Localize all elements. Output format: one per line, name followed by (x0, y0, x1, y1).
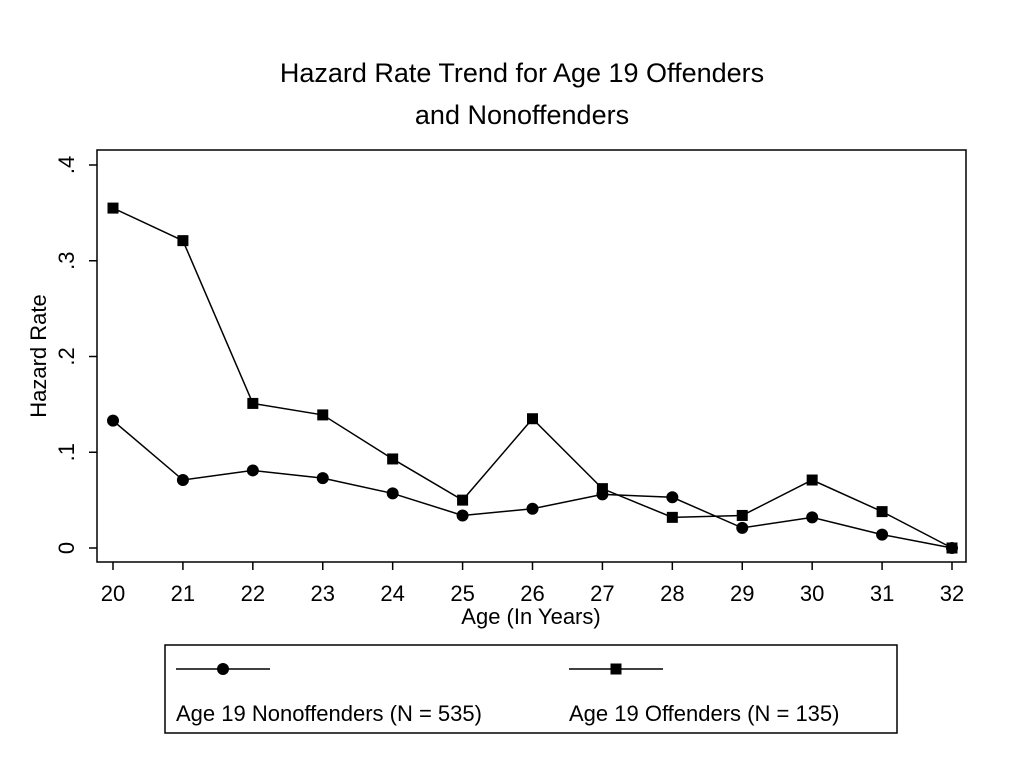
series-nonoffenders (107, 414, 958, 554)
plot-area-frame (96, 149, 967, 563)
x-tick-label: 24 (380, 581, 404, 606)
data-point-square (527, 413, 538, 425)
x-tick-label: 23 (311, 581, 335, 606)
legend-key-circle (217, 663, 229, 675)
legend-label-nonoffenders: Age 19 Nonoffenders (N = 535) (176, 701, 482, 726)
x-tick-label: 27 (590, 581, 614, 606)
y-tick-label: .3 (54, 252, 79, 270)
data-point-square (317, 409, 329, 421)
legend-label-offenders: Age 19 Offenders (N = 135) (569, 701, 839, 726)
legend: Age 19 Nonoffenders (N = 535) Age 19 Off… (164, 644, 898, 734)
x-tick-label: 26 (520, 581, 544, 606)
data-point-circle (666, 491, 679, 504)
data-point-circle (736, 521, 749, 534)
x-tick-label: 30 (800, 581, 824, 606)
data-point-circle (806, 511, 819, 524)
x-axis-label: Age (In Years) (461, 604, 600, 629)
y-tick-label: .1 (54, 443, 79, 461)
x-tick-label: 31 (870, 581, 894, 606)
data-point-circle (176, 474, 189, 487)
series-offenders (107, 202, 958, 554)
data-point-circle (526, 502, 539, 515)
data-point-square (107, 202, 119, 214)
data-point-square (387, 453, 399, 465)
x-axis: 20 21 22 23 24 25 26 27 28 29 30 31 32 (101, 562, 964, 606)
legend-box (164, 644, 898, 734)
legend-keys (176, 663, 663, 675)
series-line (112, 207, 953, 549)
data-point-circle (246, 464, 259, 477)
y-tick-label: 0 (54, 542, 79, 554)
data-point-circle (316, 472, 329, 485)
data-point-circle (876, 528, 889, 541)
data-point-square (177, 235, 189, 247)
data-point-square (876, 506, 888, 518)
data-point-circle (107, 414, 119, 427)
x-tick-label: 32 (940, 581, 964, 606)
legend-key-square (610, 663, 622, 675)
data-point-square (247, 397, 259, 409)
series-layer (107, 202, 958, 554)
y-tick-label: .2 (54, 347, 79, 365)
y-axis-label: Hazard Rate (26, 294, 51, 418)
data-point-square (457, 494, 469, 506)
data-point-square (736, 509, 748, 521)
data-point-circle (386, 487, 399, 500)
x-tick-label: 28 (660, 581, 684, 606)
data-point-square (596, 483, 608, 495)
y-tick-label: .4 (54, 156, 79, 174)
data-point-square (806, 474, 818, 486)
data-point-square (946, 542, 958, 554)
data-point-circle (456, 509, 469, 522)
data-point-square (666, 511, 678, 523)
x-tick-label: 25 (450, 581, 474, 606)
x-tick-label: 20 (101, 581, 125, 606)
y-axis: 0 .1 .2 .3 .4 (54, 156, 97, 554)
series-line (112, 420, 953, 549)
x-tick-label: 22 (241, 581, 265, 606)
x-tick-label: 21 (171, 581, 195, 606)
x-tick-label: 29 (730, 581, 754, 606)
chart-title-line-1: Hazard Rate Trend for Age 19 Offenders (280, 58, 764, 88)
chart-title-line-2: and Nonoffenders (415, 100, 629, 130)
